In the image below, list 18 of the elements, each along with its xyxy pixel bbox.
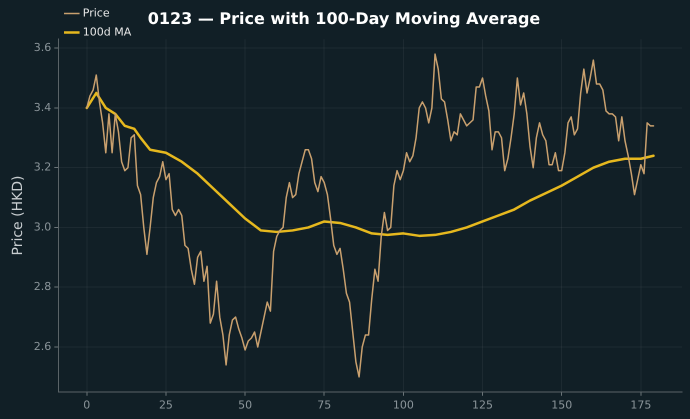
y-tick-label: 2.6 bbox=[34, 340, 52, 353]
y-tick-label: 3.4 bbox=[34, 100, 52, 114]
y-axis-title: Price (HKD) bbox=[10, 175, 26, 256]
y-tick-label: 3.2 bbox=[34, 160, 52, 174]
y-tick-label: 3.6 bbox=[34, 41, 52, 54]
legend-label: 100d MA bbox=[82, 25, 132, 38]
x-tick-label: 175 bbox=[630, 398, 652, 412]
x-tick-label: 150 bbox=[551, 398, 572, 412]
legend-label: Price bbox=[82, 6, 110, 20]
x-tick-label: 75 bbox=[317, 398, 332, 412]
y-tick-label: 2.8 bbox=[34, 280, 52, 294]
x-tick-label: 100 bbox=[392, 398, 414, 412]
x-tick-label: 50 bbox=[238, 398, 252, 412]
x-tick-label: 0 bbox=[83, 398, 90, 412]
chart-title: 0123 — Price with 100-Day Moving Average bbox=[148, 8, 540, 28]
y-tick-label: 3.0 bbox=[34, 220, 52, 234]
x-tick-label: 125 bbox=[472, 398, 494, 412]
x-tick-label: 25 bbox=[158, 398, 173, 412]
